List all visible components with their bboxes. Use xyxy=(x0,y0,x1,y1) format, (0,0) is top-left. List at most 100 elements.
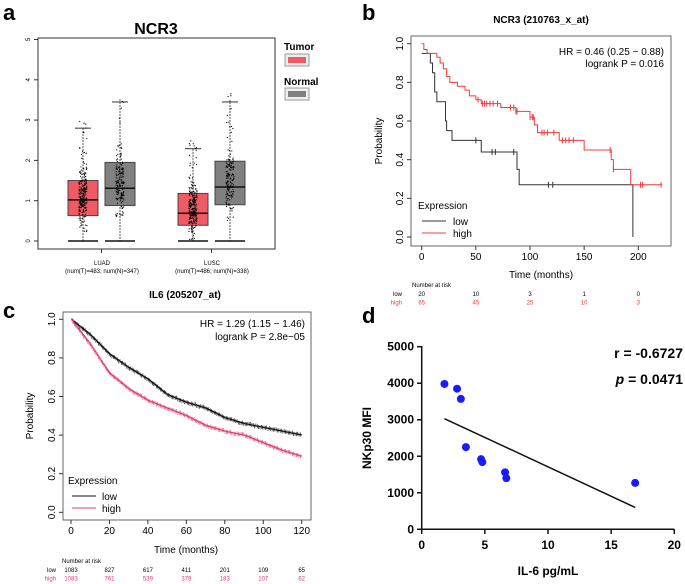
jitter-point xyxy=(193,213,195,215)
jitter-point xyxy=(119,99,121,101)
km-b-logrank: logrank P = 0.016 xyxy=(586,59,665,70)
jitter-point xyxy=(228,159,230,161)
jitter-point xyxy=(79,170,81,172)
jitter-point xyxy=(189,144,191,146)
jitter-point xyxy=(116,155,118,157)
jitter-point xyxy=(122,197,124,199)
jitter-point xyxy=(226,182,228,184)
jitter-point xyxy=(225,205,228,208)
jitter-point xyxy=(228,168,231,170)
jitter-point xyxy=(230,108,232,110)
jitter-point xyxy=(80,217,82,219)
jitter-point xyxy=(191,223,193,225)
jitter-point xyxy=(225,165,228,167)
jitter-point xyxy=(191,167,193,169)
jitter-point xyxy=(195,205,197,207)
jitter-point xyxy=(79,209,81,211)
jitter-point xyxy=(228,121,230,123)
km-c-legend-title: Expression xyxy=(68,476,117,487)
jitter-point xyxy=(191,191,194,193)
jitter-point xyxy=(119,189,121,192)
legend-normal-label: Normal xyxy=(284,77,319,88)
jitter-point xyxy=(122,212,124,214)
jitter-point xyxy=(81,202,83,204)
jitter-point xyxy=(86,188,88,190)
jitter-point xyxy=(86,185,88,187)
jitter-point xyxy=(83,206,85,208)
x-tick-label: 80 xyxy=(219,526,231,537)
jitter-point xyxy=(231,196,234,198)
risk-value: 0 xyxy=(637,292,641,298)
jitter-point xyxy=(121,214,123,216)
jitter-point xyxy=(120,182,122,184)
panel-label-d: d xyxy=(362,303,375,328)
group-label-luad: LUAD xyxy=(94,261,111,267)
jitter-point xyxy=(82,221,84,223)
jitter-point xyxy=(121,192,123,194)
jitter-point xyxy=(190,217,192,219)
jitter-point xyxy=(81,221,83,223)
jitter-point xyxy=(194,208,196,210)
km-c-logrank: logrank P = 2.8e−05 xyxy=(215,332,305,343)
km-b-risk-title: Number at risk xyxy=(412,283,452,289)
jitter-point xyxy=(80,200,82,202)
scatter-panel: 0 5 10 15 20 0 1000 2000 3000 4000 5000 r = -0.672… xyxy=(360,340,683,578)
y-tick-label: 0.2 xyxy=(47,466,58,480)
jitter-point xyxy=(122,101,125,103)
jitter-point xyxy=(121,181,123,183)
jitter-point xyxy=(79,207,81,209)
jitter-point xyxy=(115,197,117,199)
jitter-point xyxy=(123,199,125,201)
jitter-point xyxy=(84,183,87,185)
jitter-point xyxy=(194,210,196,212)
jitter-point xyxy=(81,224,83,226)
jitter-point xyxy=(115,165,117,168)
jitter-point xyxy=(79,188,81,191)
jitter-point xyxy=(83,230,86,232)
km-plot-il6: IL6 (205207_at) 0 20 40 60 80 100 120 0.0 0.2 0.4… xyxy=(25,290,312,583)
jitter-point xyxy=(117,174,119,176)
jitter-point xyxy=(85,180,87,182)
jitter-point xyxy=(120,171,122,174)
jitter-point xyxy=(232,166,234,168)
group-label-lusc: LUSC xyxy=(204,261,221,267)
jitter-point xyxy=(78,201,81,203)
jitter-point xyxy=(86,201,88,204)
jitter-point xyxy=(225,193,227,195)
jitter-point xyxy=(82,194,84,196)
jitter-point xyxy=(225,202,228,204)
km-c-legend-high: high xyxy=(102,504,121,515)
jitter-point xyxy=(79,172,82,174)
jitter-point xyxy=(193,205,195,207)
y-tick-label: 0.8 xyxy=(395,75,406,89)
jitter-point xyxy=(196,191,198,193)
jitter-point xyxy=(189,193,191,196)
jitter-point xyxy=(194,147,196,149)
jitter-point xyxy=(231,167,233,169)
jitter-point xyxy=(232,174,235,176)
jitter-point xyxy=(120,175,122,177)
jitter-point xyxy=(194,196,197,198)
jitter-point xyxy=(228,190,230,192)
jitter-point xyxy=(78,147,80,149)
jitter-point xyxy=(232,157,234,159)
jitter-point xyxy=(226,176,228,178)
y-tick-label: 1.0 xyxy=(47,312,58,326)
jitter-point xyxy=(85,166,87,168)
jitter-point xyxy=(83,227,85,229)
jitter-point xyxy=(195,157,197,159)
jitter-point xyxy=(121,185,124,187)
jitter-point xyxy=(226,191,228,193)
jitter-point xyxy=(78,206,80,209)
jitter-point xyxy=(82,189,84,192)
jitter-point xyxy=(233,175,235,178)
jitter-point xyxy=(230,197,233,199)
legend-tumor-swatch xyxy=(288,57,306,63)
jitter-point xyxy=(78,182,80,185)
jitter-point xyxy=(78,205,80,208)
jitter-point xyxy=(232,178,235,180)
jitter-point xyxy=(225,197,227,199)
jitter-point xyxy=(117,188,119,190)
jitter-point xyxy=(116,189,118,191)
jitter-point xyxy=(226,198,229,200)
